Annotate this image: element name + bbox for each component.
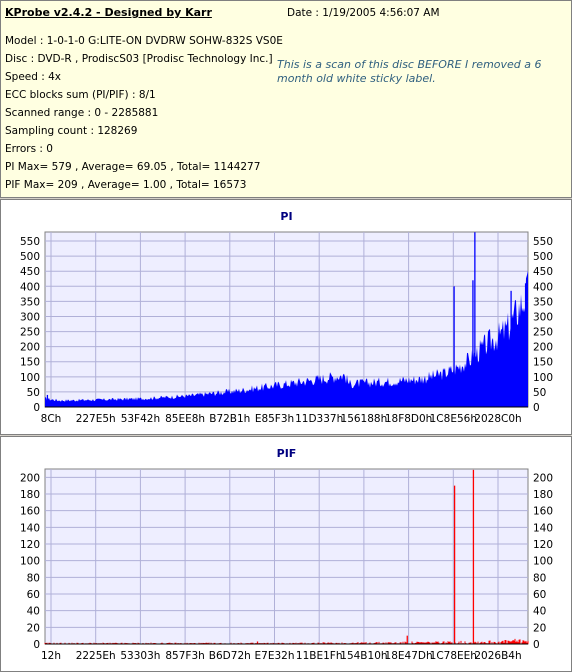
pi-y-tick-left: 450: [20, 266, 40, 278]
pi-y-tick-left: 400: [20, 281, 40, 293]
pi-y-tick-right: 0: [533, 402, 540, 414]
pi-x-tick: 85EE8h: [165, 413, 205, 425]
pif-chart: PIF 0 0 20 20 40 40 60 60 80 80 100 100 120 120 140 140 1…: [20, 447, 553, 662]
info-pi-stats: PI Max= 579 , Average= 69.05 , Total= 11…: [5, 161, 261, 173]
pif-y-tick-left: 140: [20, 522, 40, 534]
pi-y-tick-left: 0: [33, 402, 40, 414]
pi-x-tick: 8Ch: [41, 413, 62, 425]
pi-x-tick: 1C8E56h: [430, 413, 477, 425]
pi-x-tick: 156188h: [341, 413, 388, 425]
pi-y-tick-right: 550: [533, 236, 553, 248]
pi-y-tick-right: 350: [533, 296, 553, 308]
pi-x-tick: 227E5h: [76, 413, 116, 425]
pif-y-tick-right: 120: [533, 539, 553, 551]
pi-y-tick-right: 50: [533, 387, 546, 399]
pi-series-area: [45, 270, 528, 407]
pif-x-tick: 2225Eh: [76, 650, 116, 662]
pif-y-tick-right: 100: [533, 556, 553, 568]
pif-y-tick-left: 20: [27, 622, 40, 634]
info-errors: Errors : 0: [5, 143, 53, 155]
pi-y-tick-left: 350: [20, 296, 40, 308]
pif-y-tick-right: 80: [533, 572, 546, 584]
pif-y-tick-left: 40: [27, 606, 40, 618]
info-model: Model : 1-0-1-0 G:LITE-ON DVDRW SOHW-832…: [5, 35, 283, 47]
pi-chart: PI 0 0 50 50 100 100 150 150 200 200 250 250 300 300 35…: [20, 210, 553, 425]
note-text: This is a scan of this disc BEFORE I rem…: [277, 58, 542, 85]
pi-x-tick: B72B1h: [209, 413, 250, 425]
pif-y-tick-right: 200: [533, 472, 553, 484]
pif-y-tick-left: 120: [20, 539, 40, 551]
pif-y-tick-right: 0: [533, 639, 540, 651]
pif-x-tick: E7E32h: [255, 650, 295, 662]
pi-y-tick-right: 200: [533, 342, 553, 354]
info-sampling: Sampling count : 128269: [5, 125, 138, 137]
pif-y-tick-right: 40: [533, 606, 546, 618]
pi-y-tick-left: 500: [20, 251, 40, 263]
pif-x-tick: 53303h: [120, 650, 160, 662]
pif-y-tick-right: 60: [533, 589, 546, 601]
pif-x-tick: B6D72h: [209, 650, 251, 662]
pi-chart-panel: PI 0 0 50 50 100 100 150 150 200 200 250 250 300 300 35…: [0, 199, 572, 435]
pi-x-tick: 2028C0h: [474, 413, 521, 425]
pi-y-tick-left: 300: [20, 311, 40, 323]
pif-chart-panel: PIF 0 0 20 20 40 40 60 60 80 80 100 100 120 120 140 140 1…: [0, 436, 572, 672]
pi-chart-title: PI: [280, 210, 292, 223]
pif-x-tick: 2026B4h: [474, 650, 521, 662]
pi-x-tick: 53F42h: [121, 413, 160, 425]
pi-y-tick-right: 300: [533, 311, 553, 323]
pif-y-tick-left: 180: [20, 489, 40, 501]
scan-date: Date : 1/19/2005 4:56:07 AM: [287, 7, 440, 19]
info-range: Scanned range : 0 - 2285881: [5, 107, 159, 119]
pi-y-tick-left: 50: [27, 387, 40, 399]
pi-x-tick: 11D337h: [295, 413, 343, 425]
app-title: KProbe v2.4.2 - Designed by Karr: [5, 6, 212, 19]
pif-x-tick: 1C78EEh: [430, 650, 477, 662]
pif-y-tick-left: 60: [27, 589, 40, 601]
pif-x-tick: 18E47Dh: [385, 650, 433, 662]
pi-y-tick-right: 100: [533, 372, 553, 384]
pif-x-tick: 12h: [41, 650, 61, 662]
pif-y-tick-right: 160: [533, 506, 553, 518]
pi-y-tick-left: 150: [20, 357, 40, 369]
pi-y-tick-left: 200: [20, 342, 40, 354]
pif-y-tick-right: 180: [533, 489, 553, 501]
info-panel: KProbe v2.4.2 - Designed by Karr Date : …: [0, 0, 572, 198]
pif-y-tick-left: 100: [20, 556, 40, 568]
pif-plot-area: [44, 468, 529, 645]
pif-x-tick: 857F3h: [165, 650, 204, 662]
pif-y-tick-right: 20: [533, 622, 546, 634]
pi-y-tick-right: 450: [533, 266, 553, 278]
pif-y-tick-left: 200: [20, 472, 40, 484]
pif-y-tick-left: 160: [20, 506, 40, 518]
pi-y-tick-left: 250: [20, 327, 40, 339]
pi-y-tick-right: 500: [533, 251, 553, 263]
pi-y-tick-right: 250: [533, 327, 553, 339]
pi-y-tick-left: 550: [20, 236, 40, 248]
pif-x-tick: 154B10h: [340, 650, 387, 662]
info-pif-stats: PIF Max= 209 , Average= 1.00 , Total= 16…: [5, 179, 247, 191]
info-disc: Disc : DVD-R , ProdiscS03 [Prodisc Techn…: [5, 53, 273, 65]
pif-y-tick-left: 80: [27, 572, 40, 584]
pi-y-tick-left: 100: [20, 372, 40, 384]
pi-x-tick: 18F8D0h: [385, 413, 433, 425]
pif-y-tick-left: 0: [33, 639, 40, 651]
pi-y-tick-right: 150: [533, 357, 553, 369]
pi-y-tick-right: 400: [533, 281, 553, 293]
info-speed: Speed : 4x: [5, 71, 62, 83]
pif-chart-title: PIF: [277, 447, 297, 460]
info-ecc: ECC blocks sum (PI/PIF) : 8/1: [5, 89, 156, 101]
pif-y-tick-right: 140: [533, 522, 553, 534]
pif-x-tick: 11BE1Fh: [296, 650, 343, 662]
pi-x-tick: E85F3h: [255, 413, 294, 425]
